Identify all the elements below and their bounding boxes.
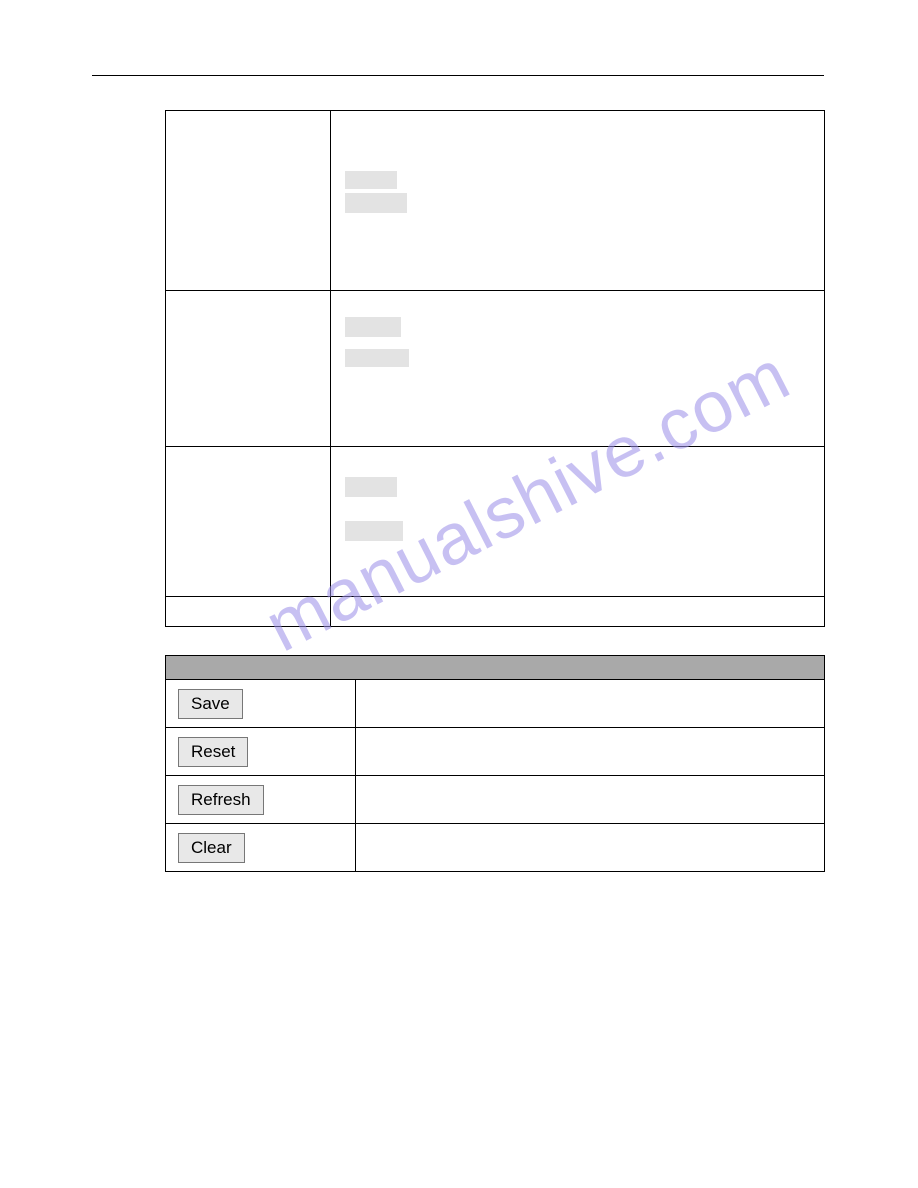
clear-button[interactable]: Clear [178,833,245,863]
button-cell: Save [166,680,356,728]
save-button[interactable]: Save [178,689,243,719]
placeholder-block [345,521,403,541]
desc-cell [330,447,824,597]
table-row: Save [166,680,825,728]
button-cell: Reset [166,728,356,776]
table-row: Clear [166,824,825,872]
param-cell [166,597,331,627]
button-desc [355,728,824,776]
table-row [166,291,825,447]
button-cell: Refresh [166,776,356,824]
reset-button[interactable]: Reset [178,737,248,767]
config-table [165,110,825,627]
table-row [166,111,825,291]
param-cell [166,291,331,447]
buttons-table-header-row [166,656,825,680]
param-cell [166,111,331,291]
param-cell [166,447,331,597]
button-cell: Clear [166,824,356,872]
desc-cell [330,291,824,447]
placeholder-block [345,171,397,189]
refresh-button[interactable]: Refresh [178,785,264,815]
buttons-table: Save Reset Refresh Clear [165,655,825,872]
button-desc [355,680,824,728]
button-desc [355,824,824,872]
top-divider [92,75,824,76]
placeholder-block [345,477,397,497]
desc-cell [330,111,824,291]
table-row [166,447,825,597]
buttons-table-header [166,656,825,680]
table-row: Reset [166,728,825,776]
desc-cell [330,597,824,627]
button-desc [355,776,824,824]
placeholder-block [345,349,409,367]
table-row: Refresh [166,776,825,824]
placeholder-block [345,193,407,213]
table-row [166,597,825,627]
placeholder-block [345,317,401,337]
